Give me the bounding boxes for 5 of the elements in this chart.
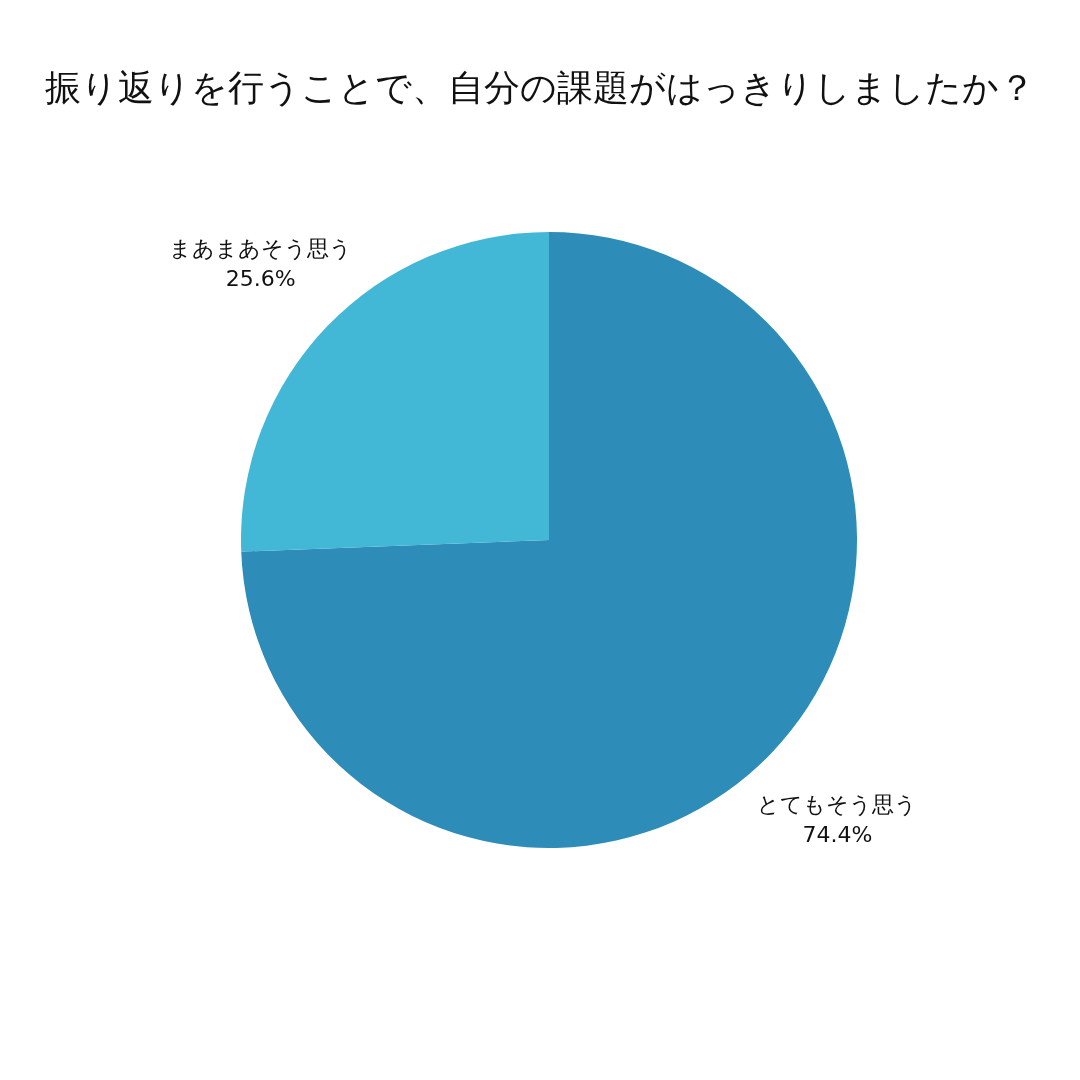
chart-title: 振り返りを行うことで、自分の課題がはっきりしましたか？ (45, 67, 1035, 108)
data-label: 25.6% (225, 266, 296, 292)
slice-label: まあまあそう思う (169, 236, 353, 262)
data-label: 74.4% (802, 821, 873, 847)
slice-label: とてもそう思う (757, 791, 918, 817)
